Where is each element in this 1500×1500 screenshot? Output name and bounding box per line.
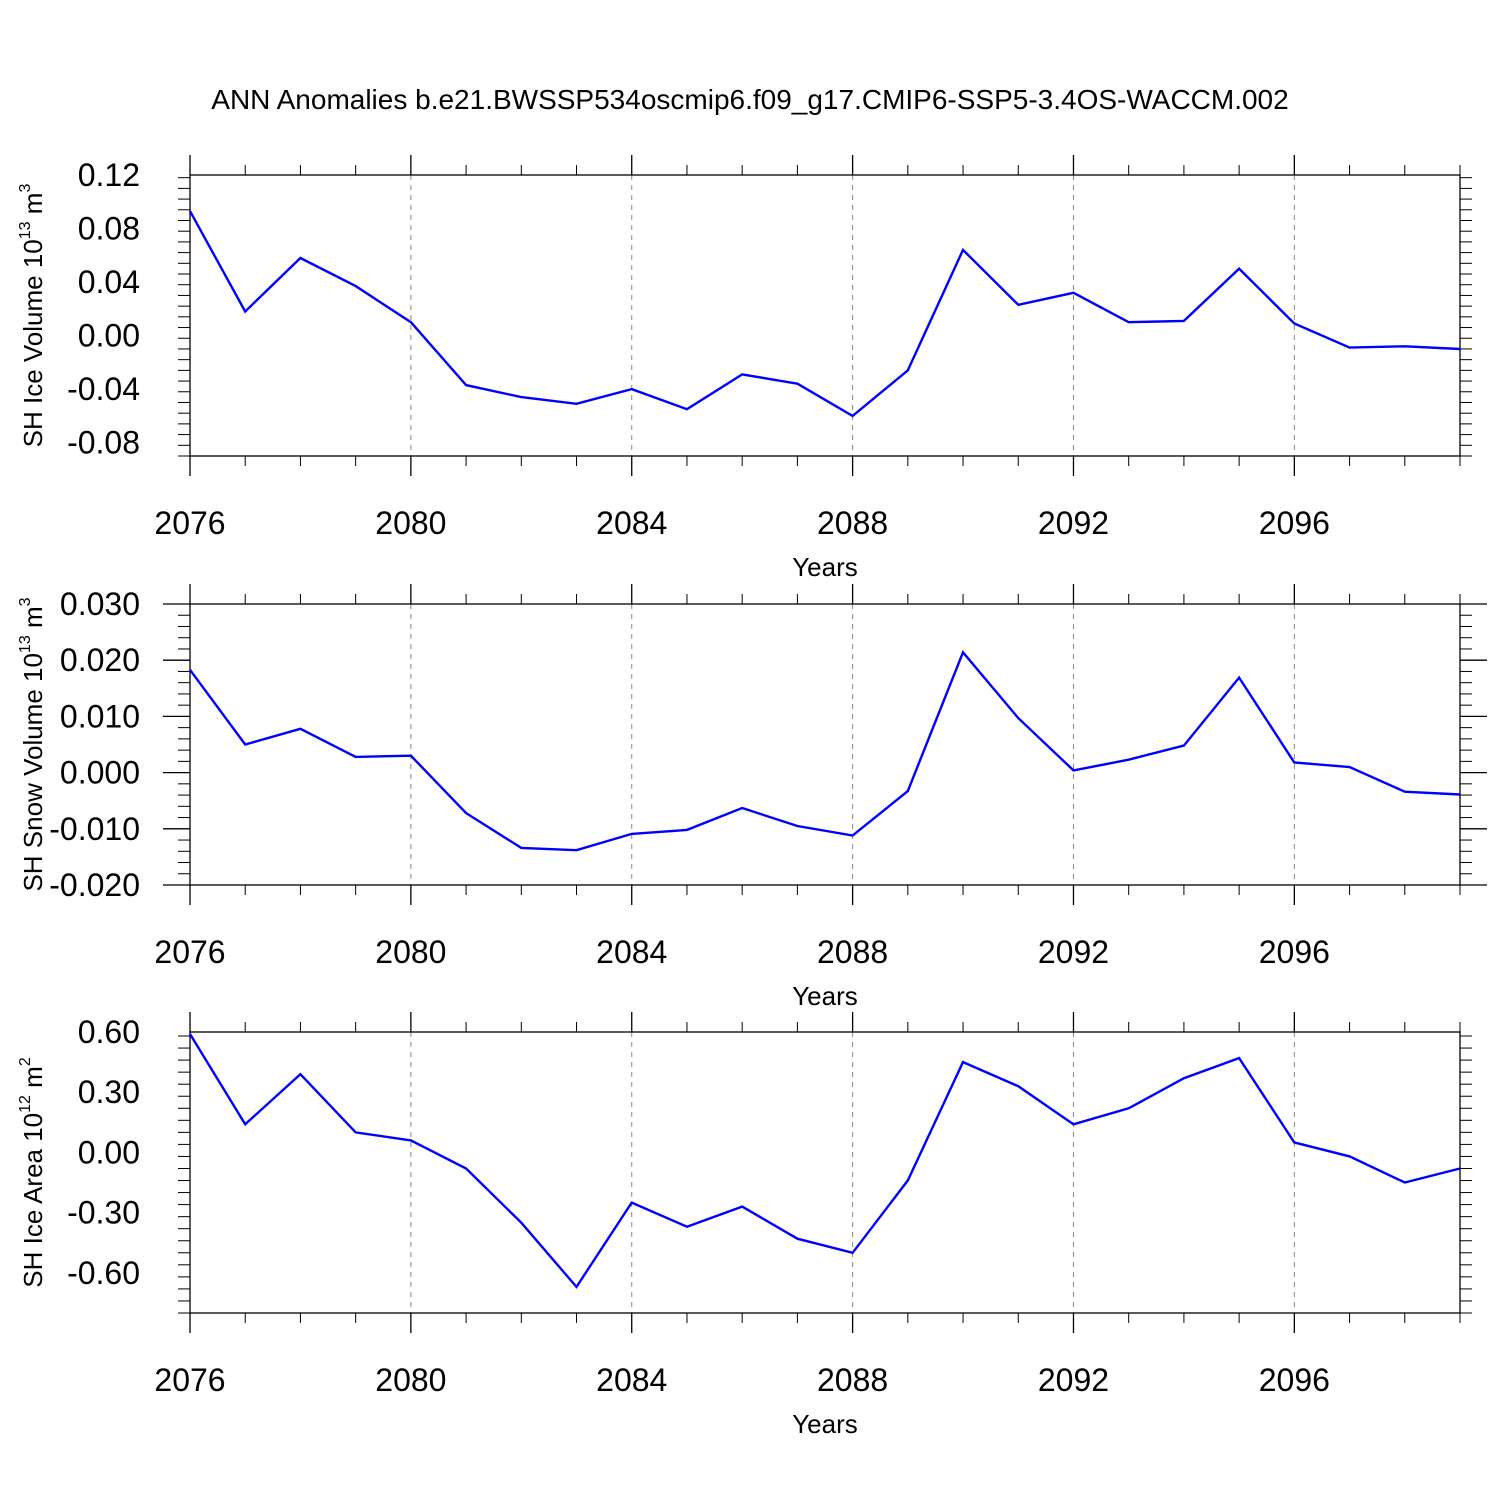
series-line <box>189 649 1461 852</box>
x-tick-label: 2088 <box>817 505 888 541</box>
chart-panel-1: 2076 2080 2084 2088 2092 2096 Years 0.12 0.08 0.0… <box>17 155 1472 582</box>
x-tick-label: 2088 <box>817 934 888 970</box>
x-axis-label: Years <box>792 1409 858 1439</box>
y-axis-label: SH Snow Volume 1013 m3 <box>17 597 48 891</box>
y-tick-label: 0.000 <box>60 755 140 791</box>
y-tick-label: -0.08 <box>67 425 140 461</box>
y-tick-label: 0.12 <box>78 157 140 193</box>
x-tick-label: 2096 <box>1259 505 1330 541</box>
page-title: ANN Anomalies b.e21.BWSSP534oscmip6.f09_… <box>211 84 1289 115</box>
x-tick-label: 2084 <box>596 934 667 970</box>
y-tick-label: 0.30 <box>78 1074 140 1110</box>
x-tick-label: 2076 <box>154 1362 225 1398</box>
plot-frame <box>189 603 1461 886</box>
x-tick-label: 2088 <box>817 1362 888 1398</box>
y-tick-label: 0.020 <box>60 642 140 678</box>
plot-frame <box>189 174 1461 457</box>
x-tick-label: 2080 <box>375 505 446 541</box>
x-tick-label: 2084 <box>596 505 667 541</box>
x-axis-label: Years <box>792 981 858 1011</box>
x-axis-label: Years <box>792 552 858 582</box>
x-tick-label: 2076 <box>154 505 225 541</box>
y-tick-label: 0.00 <box>78 318 140 354</box>
y-tick-label: 0.030 <box>60 586 140 622</box>
plot-frame <box>189 1031 1461 1314</box>
x-tick-label: 2092 <box>1038 934 1109 970</box>
chart-panel-3: 2076 2080 2084 2088 2092 2096 Years 0.60 0.30 0.0… <box>17 1012 1472 1439</box>
y-axis-label: SH Ice Volume 1013 m3 <box>17 184 48 448</box>
x-tick-label: 2096 <box>1259 934 1330 970</box>
y-tick-label: 0.60 <box>78 1014 140 1050</box>
chart-panel-2: 2076 2080 2084 2088 2092 2096 Years 0.030 0.020 0… <box>17 584 1487 1011</box>
x-tick-label: 2096 <box>1259 1362 1330 1398</box>
x-tick-label: 2092 <box>1038 1362 1109 1398</box>
y-tick-label: -0.60 <box>67 1255 140 1291</box>
y-tick-label: -0.010 <box>49 811 140 847</box>
x-tick-label: 2084 <box>596 1362 667 1398</box>
y-tick-label: -0.020 <box>49 867 140 903</box>
y-tick-label: 0.04 <box>78 264 140 300</box>
y-tick-label: -0.30 <box>67 1195 140 1231</box>
x-tick-label: 2080 <box>375 1362 446 1398</box>
x-tick-label: 2076 <box>154 934 225 970</box>
y-axis-label: SH Ice Area 1012 m2 <box>17 1057 48 1288</box>
y-tick-label: 0.00 <box>78 1134 140 1170</box>
series-line <box>188 1033 1461 1289</box>
series-line <box>188 210 1461 418</box>
x-tick-label: 2092 <box>1038 505 1109 541</box>
y-tick-label: 0.08 <box>78 211 140 247</box>
x-tick-label: 2080 <box>375 934 446 970</box>
y-tick-label: 0.010 <box>60 698 140 734</box>
y-tick-label: -0.04 <box>67 371 140 407</box>
